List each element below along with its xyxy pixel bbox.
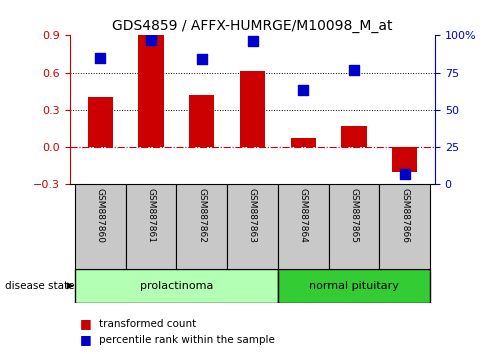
Text: GSM887860: GSM887860 [96,188,105,243]
Bar [227,184,278,269]
Text: normal pituitary: normal pituitary [309,281,399,291]
Text: GSM887866: GSM887866 [400,188,409,243]
Text: ■: ■ [80,333,92,346]
Title: GDS4859 / AFFX-HUMRGE/M10098_M_at: GDS4859 / AFFX-HUMRGE/M10098_M_at [112,19,393,33]
Text: transformed count: transformed count [99,319,196,329]
Text: GSM887865: GSM887865 [350,188,358,243]
Text: GSM887861: GSM887861 [146,188,156,243]
Bar [392,147,417,172]
Bar [278,269,430,303]
Bar [88,97,113,147]
Text: prolactinoma: prolactinoma [140,281,213,291]
Text: GSM887862: GSM887862 [198,188,206,243]
Bar [341,126,366,147]
Text: ■: ■ [80,318,92,330]
Bar [240,71,265,147]
Bar [75,184,126,269]
Point [147,37,155,43]
Bar [126,184,176,269]
Text: percentile rank within the sample: percentile rank within the sample [99,335,275,345]
Point [248,39,256,44]
Bar [138,35,164,147]
Bar [176,184,227,269]
Bar [75,269,278,303]
Bar [189,95,214,147]
Point [96,55,104,61]
Point [400,171,408,177]
Text: GSM887864: GSM887864 [298,188,308,243]
Bar [379,184,430,269]
Point [198,56,206,62]
Bar [290,138,316,147]
Text: GSM887863: GSM887863 [248,188,257,243]
Text: disease state: disease state [5,281,74,291]
Bar [278,184,328,269]
Point [350,67,358,73]
Point [299,87,307,93]
Bar [328,184,379,269]
